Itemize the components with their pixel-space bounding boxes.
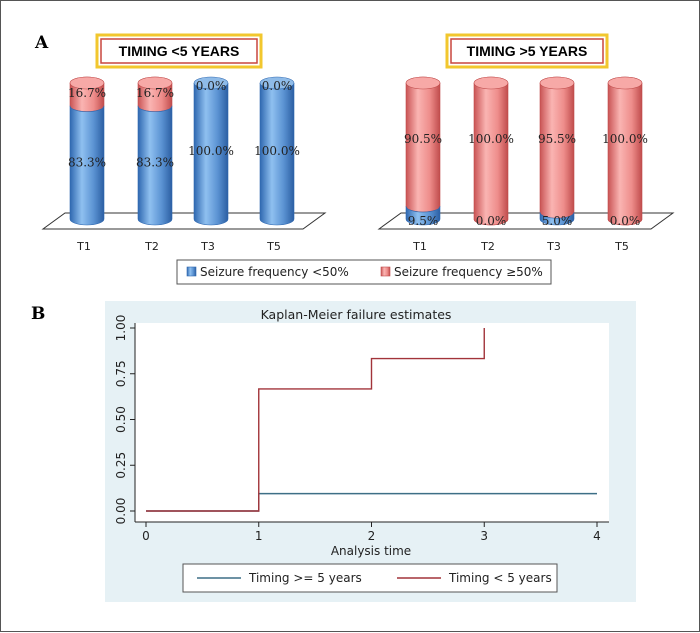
chart-timing-under-5: TIMING <5 YEARS 83.3% 16.7% 83.3% 16.7% 100.…	[41, 33, 327, 253]
km-title: Kaplan-Meier failure estimates	[261, 307, 452, 322]
chart-a2-tick-t3: T3	[546, 240, 561, 253]
chart-a2-label-t2-under-50: 0.0%	[476, 214, 507, 228]
panel-b-letter: B	[31, 304, 45, 324]
km-x-axis-label: Analysis time	[331, 544, 411, 558]
chart-a1-title-box	[95, 33, 263, 69]
km-legend-label-under-5: Timing < 5 years	[448, 571, 552, 585]
chart-a1-bar-t3-top-cap	[193, 76, 229, 90]
km-x-tick-label-3: 3	[480, 529, 488, 543]
chart-a1-tick-t2: T2	[144, 240, 159, 253]
chart-a2-bar-t3-segment-over-50	[539, 76, 575, 219]
km-x-tick-label-1: 1	[255, 529, 263, 543]
chart-a2-label-t5-over-50: 100.0%	[602, 132, 648, 146]
chart-a2-label-t3-under-50: 5.0%	[542, 214, 573, 228]
panel-a-letter: A	[34, 33, 49, 53]
chart-a2-title-box	[445, 33, 609, 69]
chart-a1-bar-t1: 83.3% 16.7%	[68, 76, 106, 226]
chart-a2-floor	[377, 212, 675, 230]
chart-a1-label-t3-over-50: 0.0%	[196, 79, 227, 93]
chart-a1-tick-t5: T5	[266, 240, 281, 253]
chart-a1-label-t3-under-50: 100.0%	[188, 144, 234, 158]
chart-a1-bar-t3: 100.0% 0.0%	[188, 76, 234, 226]
km-plot-area	[135, 323, 609, 522]
chart-a2-bar-t5-base	[607, 218, 643, 226]
chart-a1-label-t5-over-50: 0.0%	[262, 79, 293, 93]
legend-a-box	[176, 259, 552, 285]
chart-a2-title: TIMING >5 YEARS	[467, 43, 588, 59]
chart-a1-title: TIMING <5 YEARS	[119, 43, 240, 59]
chart-a1-label-t1-under-50: 83.3%	[68, 155, 106, 169]
km-x-tick-label-0: 0	[142, 529, 150, 543]
km-y-tick-label-2: 0.50	[114, 406, 128, 433]
chart-a1-bar-t2-segment-under-50	[137, 105, 173, 226]
chart-a1-bar-t5-top-cap	[259, 76, 295, 90]
chart-a2-bar-t2-base	[473, 218, 509, 226]
chart-a2-label-t2-over-50: 100.0%	[468, 132, 514, 146]
chart-a1-tick-t3: T3	[200, 240, 215, 253]
km-x-tick-label-2: 2	[368, 529, 376, 543]
chart-a1-bar-t2-top-cap	[137, 76, 173, 90]
chart-a2-bar-t3: 5.0% 95.5%	[538, 76, 576, 228]
chart-a2-bar-t5: 0.0% 100.0%	[602, 76, 648, 228]
chart-a2-tick-t5: T5	[614, 240, 629, 253]
km-y-tick-label-4: 1.00	[114, 315, 128, 342]
chart-a2-bar-t1-top-cap	[405, 76, 441, 90]
chart-a1-label-t1-over-50: 16.7%	[68, 86, 106, 100]
chart-a2-bar-t2-top-cap	[473, 76, 509, 90]
chart-a1-title-inner-border	[100, 38, 258, 64]
chart-a2-tick-t1: T1	[412, 240, 427, 253]
chart-timing-over-5: TIMING >5 YEARS 9.5% 90.5% 0.0% 100.0% 5.0% 9…	[377, 33, 675, 253]
legend-label-under-50: Seizure frequency <50%	[200, 265, 349, 279]
chart-a1-label-t2-under-50: 83.3%	[136, 155, 174, 169]
chart-a2-bar-t5-top-cap	[607, 76, 643, 90]
km-y-tick-label-1: 0.25	[114, 452, 128, 479]
km-y-tick-label-0: 0.00	[114, 498, 128, 525]
chart-a2-bar-t2: 0.0% 100.0%	[468, 76, 514, 228]
kaplan-meier-chart: Kaplan-Meier failure estimates 0 1 2 3 4 0.00…	[105, 301, 636, 602]
legend-swatch-red	[380, 266, 391, 277]
chart-a2-bar-t1: 9.5% 90.5%	[404, 76, 442, 228]
legend-swatch-blue	[186, 266, 197, 277]
legend-label-over-50: Seizure frequency ≥50%	[394, 265, 543, 279]
chart-a1-bar-t1-segment-under-50	[69, 105, 105, 226]
km-line-timing-under-5	[146, 328, 485, 512]
chart-a2-label-t3-over-50: 95.5%	[538, 132, 576, 146]
chart-a1-bar-t5: 100.0% 0.0%	[254, 76, 300, 226]
chart-a1-label-t2-over-50: 16.7%	[136, 86, 174, 100]
chart-a2-label-t1-under-50: 9.5%	[408, 214, 439, 228]
chart-a2-title-inner-border	[450, 38, 604, 64]
chart-a2-bar-t3-top-cap	[539, 76, 575, 90]
km-x-tick-label-4: 4	[593, 529, 601, 543]
chart-a2-label-t1-over-50: 90.5%	[404, 132, 442, 146]
panel-a-legend: Seizure frequency <50% Seizure frequency…	[176, 259, 552, 285]
km-legend-box	[182, 563, 558, 593]
chart-a2-tick-t2: T2	[480, 240, 495, 253]
chart-a2-bar-t3-segment-under-50	[539, 212, 575, 226]
chart-a1-floor	[41, 212, 327, 230]
km-y-tick-label-3: 0.75	[114, 360, 128, 387]
chart-a1-label-t5-under-50: 100.0%	[254, 144, 300, 158]
chart-a2-bar-t5-segment-over-50	[607, 76, 643, 226]
chart-a2-label-t5-under-50: 0.0%	[610, 214, 641, 228]
chart-a2-bar-t2-segment-over-50	[473, 76, 509, 226]
chart-a1-tick-t1: T1	[76, 240, 91, 253]
km-legend-label-over-5: Timing >= 5 years	[248, 571, 362, 585]
chart-a1-bar-t1-top-cap	[69, 76, 105, 90]
chart-a2-bar-t1-segment-under-50	[405, 206, 441, 226]
chart-a1-bar-t2: 83.3% 16.7%	[136, 76, 174, 226]
